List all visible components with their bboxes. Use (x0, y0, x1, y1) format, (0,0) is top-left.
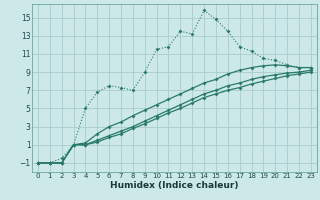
X-axis label: Humidex (Indice chaleur): Humidex (Indice chaleur) (110, 181, 239, 190)
